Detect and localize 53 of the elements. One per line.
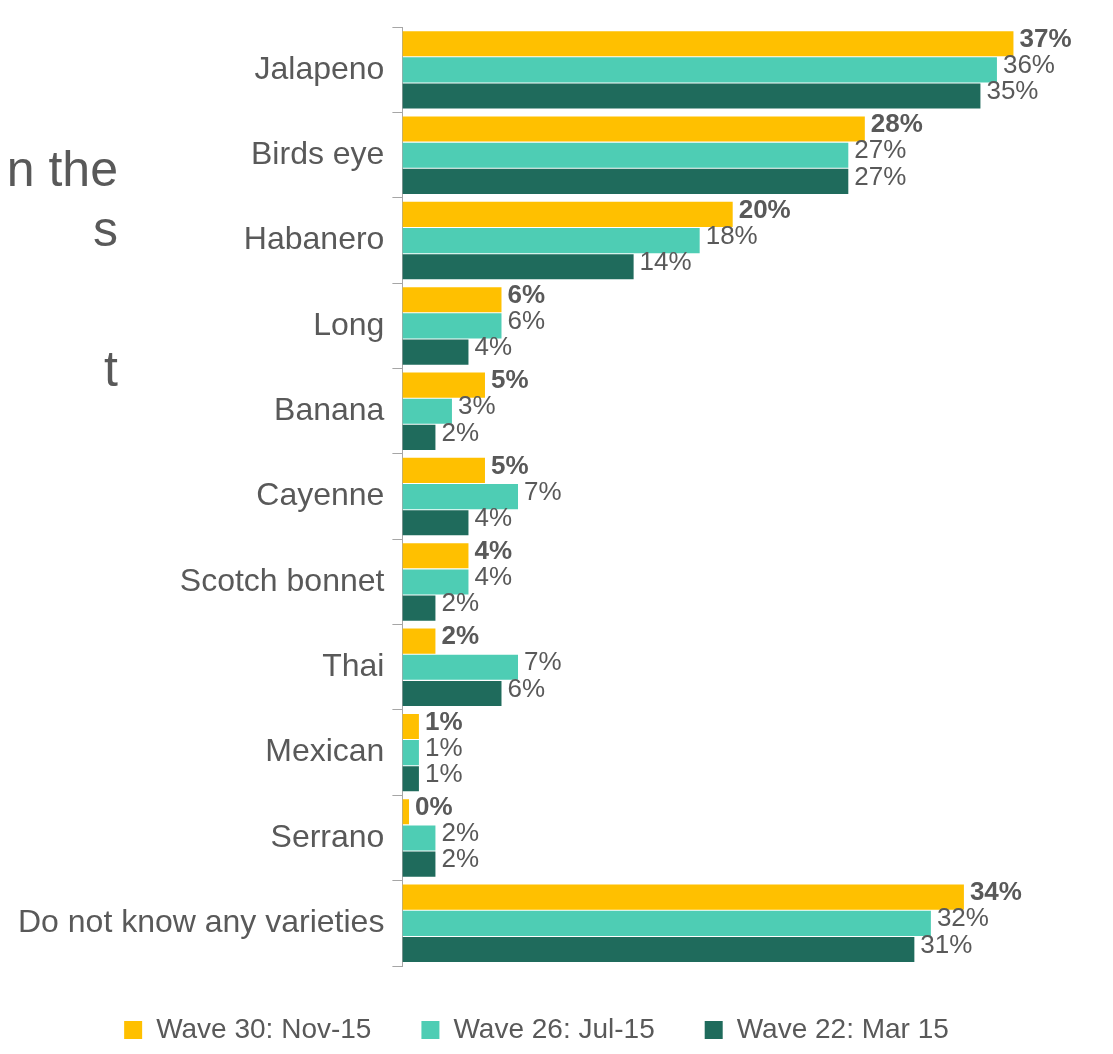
legend-label: Wave 30: Nov-15 <box>156 1012 372 1044</box>
bar <box>402 201 733 227</box>
data-label: 4% <box>474 501 513 532</box>
y-tick-label: Banana <box>274 391 385 428</box>
bar <box>402 287 502 313</box>
bar <box>402 339 469 365</box>
bar <box>402 372 485 398</box>
bar <box>402 168 849 194</box>
bar <box>402 83 981 109</box>
bar <box>402 936 915 963</box>
text: n the <box>5 140 118 198</box>
bar <box>402 116 865 142</box>
bar <box>402 713 419 740</box>
bar <box>402 424 436 450</box>
bar <box>402 654 519 680</box>
bar <box>402 766 419 792</box>
bar <box>402 799 410 825</box>
bar <box>402 569 469 595</box>
bar <box>402 680 502 707</box>
y-tick-label: Do not know any varieties <box>18 903 385 940</box>
bar <box>402 851 436 877</box>
y-tick-label: Thai <box>322 647 385 684</box>
bar <box>402 628 436 654</box>
text: t <box>103 340 118 398</box>
bar <box>402 228 700 254</box>
bar <box>402 884 964 910</box>
text: s <box>92 200 118 258</box>
legend-label: Wave 26: Jul-15 <box>453 1012 655 1044</box>
y-tick-label: Serrano <box>270 817 385 854</box>
bar <box>402 457 485 483</box>
bar <box>402 313 502 339</box>
y-tick-label: Habanero <box>243 220 385 257</box>
bar <box>402 510 469 536</box>
bar <box>402 31 1014 57</box>
bar <box>402 142 849 168</box>
y-tick-label: Mexican <box>265 732 385 769</box>
y-tick-label: Scotch bonnet <box>179 561 385 598</box>
data-label: 14% <box>639 245 692 276</box>
bar <box>402 910 931 936</box>
legend-label: Wave 22: Mar 15 <box>736 1012 949 1044</box>
y-tick-label: Birds eye <box>251 135 385 172</box>
bar <box>402 484 519 510</box>
y-tick-label: Cayenne <box>256 476 385 513</box>
y-tick-label: Jalapeno <box>254 49 385 86</box>
bar <box>402 254 634 280</box>
bar <box>402 740 419 766</box>
bar <box>402 543 469 569</box>
bar <box>402 57 997 83</box>
y-tick-label: Long <box>313 305 385 342</box>
data-label: 2% <box>441 620 480 651</box>
bar <box>402 398 452 424</box>
bar <box>402 825 436 851</box>
bar <box>402 595 436 621</box>
